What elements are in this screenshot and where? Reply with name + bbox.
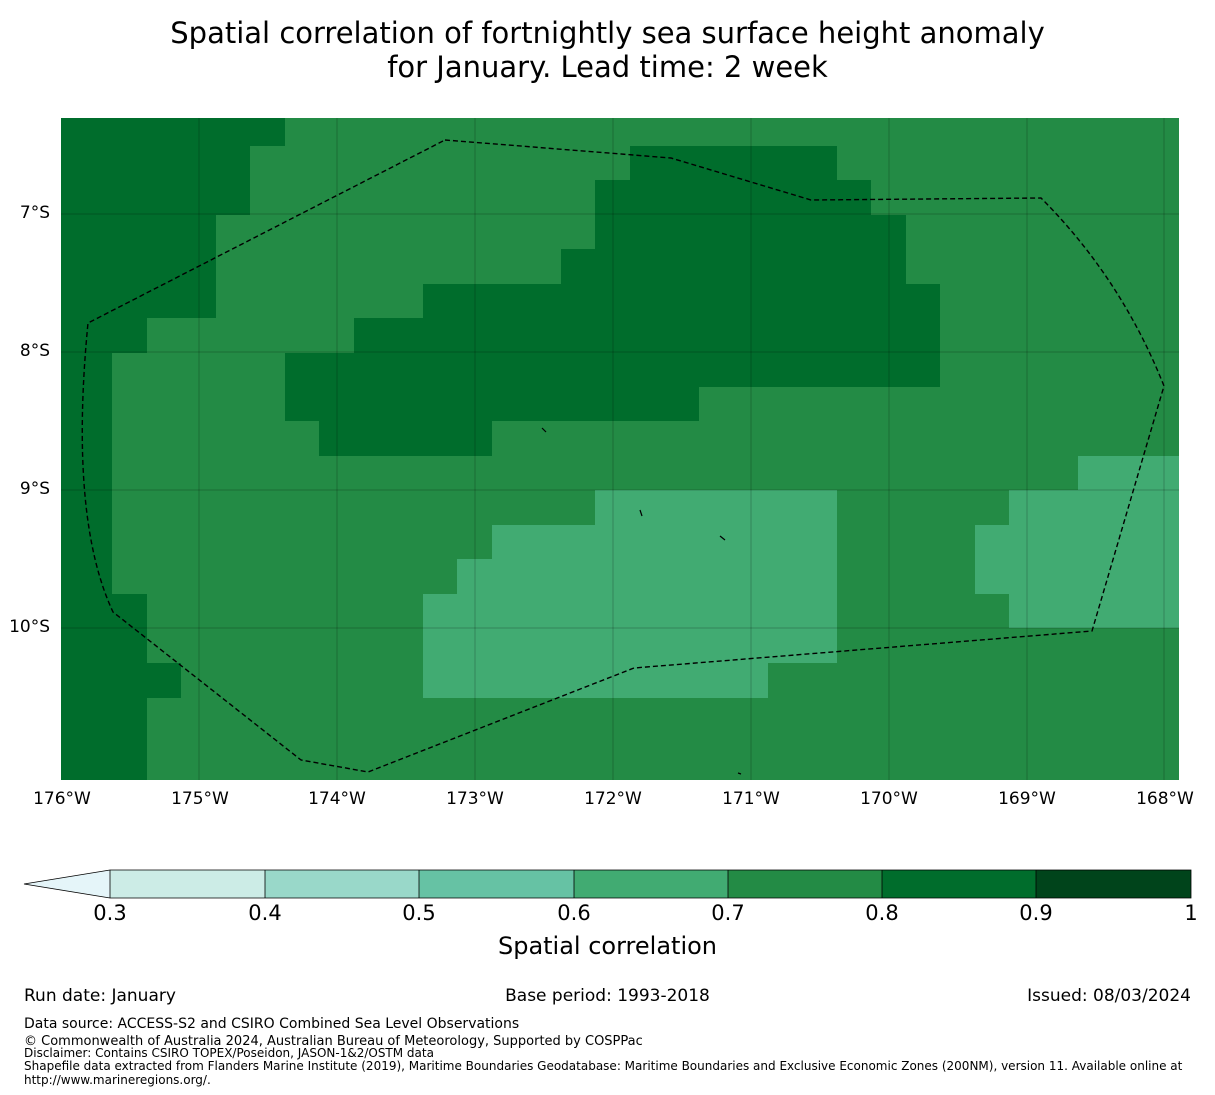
chart-title-line-1: Spatial correlation of fortnightly sea s… xyxy=(170,16,1045,50)
colorbar-tick: 0.7 xyxy=(711,901,745,925)
copyright: © Commonwealth of Australia 2024, Austra… xyxy=(24,1034,643,1049)
shapefile-url: http://www.marineregions.org/. xyxy=(24,1073,211,1087)
lon-label-170w: 170°W xyxy=(860,789,918,809)
colorbar xyxy=(23,869,1192,899)
shapefile-credit: Shapefile data extracted from Flanders M… xyxy=(24,1059,1183,1073)
colorbar-tick: 0.6 xyxy=(557,901,591,925)
lon-label-174w: 174°W xyxy=(308,789,366,809)
colorbar-tick: 1 xyxy=(1184,901,1198,925)
data-source: Data source: ACCESS-S2 and CSIRO Combine… xyxy=(24,1016,520,1032)
island xyxy=(719,535,726,541)
lon-label-171w: 171°W xyxy=(722,789,780,809)
lon-label-168w: 168°W xyxy=(1136,789,1194,809)
colorbar-bin-0.9-1 xyxy=(1036,870,1191,898)
moderate-correlation-regions xyxy=(423,456,1179,698)
issued-date: Issued: 08/03/2024 xyxy=(1027,986,1191,1006)
eez-boundary xyxy=(81,139,1165,773)
colorbar-tick: 0.8 xyxy=(865,901,899,925)
colorbar-extend-arrow xyxy=(24,870,110,898)
island xyxy=(541,427,547,433)
disclaimer: Disclaimer: Contains CSIRO TOPEX/Poseido… xyxy=(24,1046,434,1060)
lat-label-8s: 8°S xyxy=(19,341,50,361)
moderate-region-east xyxy=(975,456,1179,628)
lon-label-176w: 176°W xyxy=(33,789,91,809)
colorbar-tick: 0.3 xyxy=(93,901,127,925)
map-svg xyxy=(61,118,1179,780)
colorbar-tick: 0.5 xyxy=(402,901,436,925)
colorbar-bin-0.7-0.8 xyxy=(728,870,882,898)
colorbar-bin-0.6-0.7 xyxy=(574,870,728,898)
colorbar-bin-0.8-0.9 xyxy=(882,870,1036,898)
lon-label-172w: 172°W xyxy=(584,789,642,809)
colorbar-bin-0.3-0.4 xyxy=(110,870,265,898)
colorbar-outline xyxy=(23,869,1192,899)
island xyxy=(639,509,643,517)
correlation-map xyxy=(61,118,1179,780)
lon-label-173w: 173°W xyxy=(446,789,504,809)
colorbar-tick: 0.9 xyxy=(1019,901,1053,925)
island xyxy=(737,772,742,775)
moderate-region-south-central xyxy=(423,490,837,698)
chart-title-line-2: for January. Lead time: 2 week xyxy=(387,50,828,84)
colorbar-bin-0.4-0.5 xyxy=(265,870,419,898)
colorbar-label: Spatial correlation xyxy=(497,932,718,960)
lon-label-169w: 169°W xyxy=(998,789,1056,809)
run-date: Run date: January xyxy=(24,986,176,1006)
lon-label-175w: 175°W xyxy=(171,789,229,809)
lat-label-7s: 7°S xyxy=(19,203,50,223)
colorbar-tick: 0.4 xyxy=(248,901,282,925)
colorbar-bin-0.5-0.6 xyxy=(419,870,574,898)
lat-label-10s: 10°S xyxy=(9,617,50,637)
high-region-central xyxy=(285,146,940,456)
islands xyxy=(541,427,742,775)
lat-label-9s: 9°S xyxy=(19,479,50,499)
base-period: Base period: 1993-2018 xyxy=(505,986,710,1006)
colorbar-dividers xyxy=(109,870,1037,898)
graticule xyxy=(61,118,1179,780)
